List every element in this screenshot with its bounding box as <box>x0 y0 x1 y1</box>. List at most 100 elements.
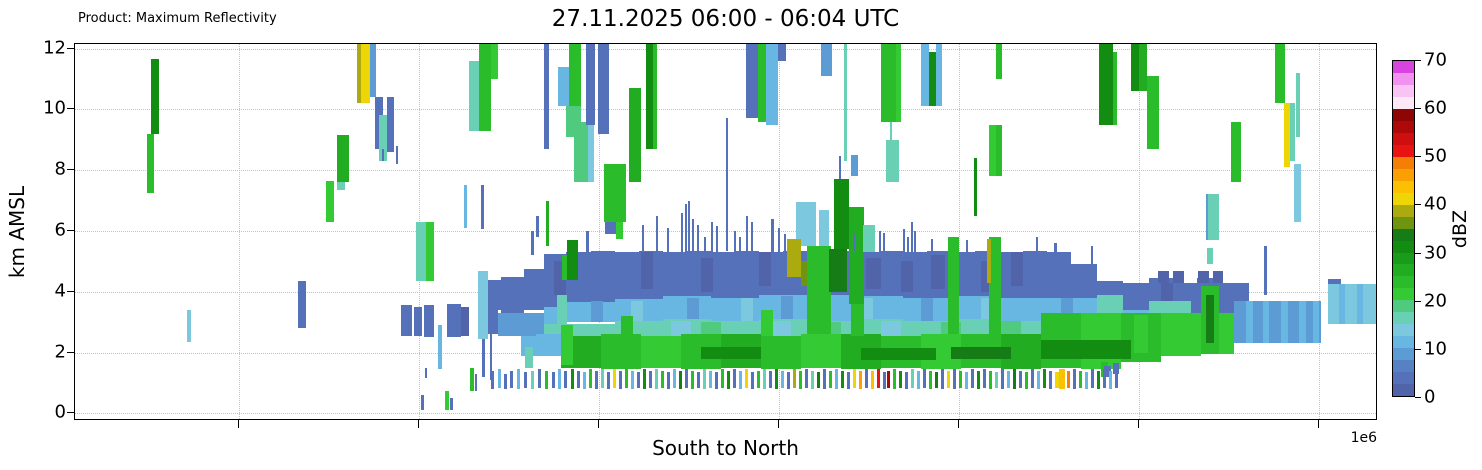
radar-cell <box>829 249 847 292</box>
radar-cell <box>1357 284 1363 324</box>
radar-cell <box>461 306 469 336</box>
y-tick-label: 8 <box>54 158 66 180</box>
radar-cell <box>1206 294 1214 344</box>
radar-cell <box>1025 372 1028 390</box>
radar-cell <box>734 230 736 253</box>
radar-cell <box>401 305 412 336</box>
radar-cell <box>811 370 814 390</box>
gridline-y <box>75 170 1376 172</box>
radar-cell <box>966 240 968 253</box>
radar-cell <box>382 148 384 162</box>
radar-cell <box>763 369 766 390</box>
colorbar-tick <box>1415 60 1421 61</box>
radar-cell <box>681 212 683 253</box>
radar-cell <box>482 338 485 377</box>
radar-cell <box>1284 103 1290 168</box>
radar-cell <box>890 121 892 140</box>
radar-cell <box>921 297 933 323</box>
radar-cell <box>607 372 610 390</box>
radar-cell <box>687 297 699 321</box>
y-tick-label: 12 <box>43 37 66 59</box>
radar-cell <box>1073 369 1076 390</box>
radar-cell <box>1296 72 1300 137</box>
plot-area <box>74 43 1377 420</box>
radar-cell <box>569 44 581 107</box>
colorbar-segment <box>1393 168 1414 181</box>
gridline-y <box>75 109 1376 111</box>
gridline-x <box>239 44 240 419</box>
radar-cell <box>1158 270 1169 283</box>
radar-cell <box>1115 372 1118 388</box>
radar-cell <box>1113 51 1117 125</box>
radar-cell <box>692 218 694 253</box>
radar-cell <box>642 224 644 251</box>
radar-cell <box>741 297 753 323</box>
radar-cell <box>470 367 474 391</box>
radar-cell <box>1246 300 1253 344</box>
x-axis-label: South to North <box>652 436 799 460</box>
radar-cell <box>959 370 962 388</box>
radar-cell <box>711 252 735 298</box>
radar-cell <box>491 44 498 79</box>
radar-cell <box>586 230 589 253</box>
radar-cell <box>721 369 724 388</box>
radar-cell <box>571 369 574 390</box>
radar-cell <box>1264 246 1267 295</box>
radar-cell <box>771 218 774 253</box>
gridline-x <box>1319 44 1320 419</box>
colorbar-tick-label: 60 <box>1424 97 1447 119</box>
radar-cell <box>631 370 634 390</box>
radar-cell <box>589 369 592 388</box>
radar-cell <box>799 370 802 390</box>
radar-cell <box>1131 44 1139 92</box>
radar-cell <box>574 121 588 183</box>
gridline-y <box>75 413 1376 415</box>
radar-cell <box>641 335 681 368</box>
radar-cell <box>1037 370 1040 390</box>
radar-cell <box>965 372 968 390</box>
radar-cell <box>715 372 718 390</box>
radar-cell <box>761 310 773 336</box>
radar-cell <box>421 395 424 411</box>
radar-cell <box>564 370 567 388</box>
radar-cell <box>370 44 376 98</box>
radar-cell <box>775 369 778 390</box>
radar-cell <box>488 294 498 335</box>
radar-cell <box>1001 369 1004 390</box>
radar-cell <box>1147 75 1159 149</box>
radar-cell <box>387 97 394 152</box>
radar-cell <box>1047 252 1071 298</box>
radar-cell <box>1208 194 1219 241</box>
radar-cell <box>588 124 594 183</box>
radar-cell <box>761 335 801 370</box>
radar-cell <box>703 369 706 390</box>
y-tick-label: 2 <box>54 341 66 363</box>
radar-cell <box>759 252 771 286</box>
radar-cell <box>595 370 598 390</box>
colorbar-tick <box>1415 204 1421 206</box>
radar-cell <box>697 224 699 253</box>
radar-cell <box>883 232 885 253</box>
colorbar-segment <box>1393 288 1414 301</box>
radar-cell <box>1059 369 1065 390</box>
radar-cell <box>859 370 862 390</box>
radar-cell <box>863 224 875 253</box>
colorbar-tick-label: 20 <box>1424 290 1447 312</box>
radar-cell <box>903 229 905 253</box>
radar-cell <box>751 221 753 253</box>
colorbar-tick <box>1415 300 1421 302</box>
product-label: Product: Maximum Reflectivity <box>78 11 277 26</box>
radar-cell <box>616 221 623 239</box>
radar-cell <box>646 44 653 149</box>
radar-cell <box>544 44 549 149</box>
radar-cell <box>688 200 690 253</box>
radar-cell <box>414 306 422 336</box>
radar-cell <box>655 369 658 390</box>
radar-cell <box>1313 300 1319 344</box>
radar-cell <box>977 370 980 390</box>
radar-cell <box>1091 246 1093 265</box>
radar-cell <box>1161 282 1173 307</box>
radar-cell <box>877 369 880 388</box>
radar-cell <box>903 320 951 336</box>
radar-cell <box>901 261 913 292</box>
